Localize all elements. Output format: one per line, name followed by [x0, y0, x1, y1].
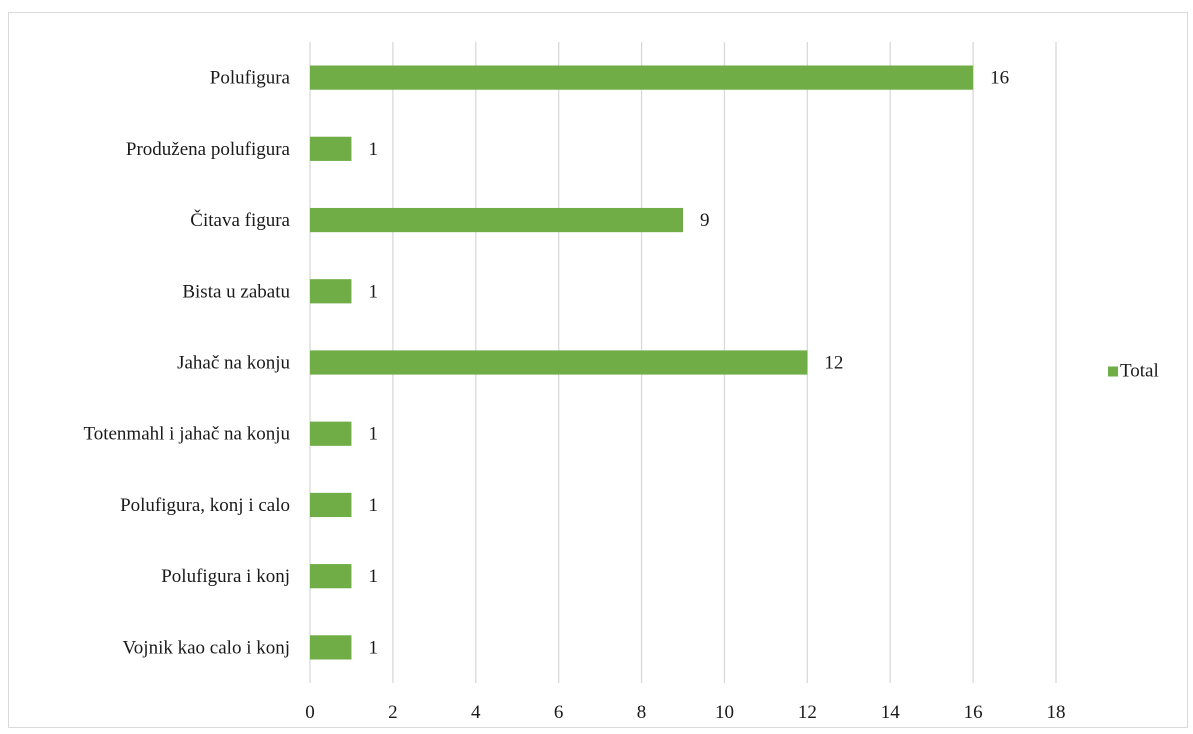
- legend-label: Total: [1120, 361, 1159, 382]
- x-tick-label: 4: [471, 702, 481, 723]
- bar: [310, 279, 352, 304]
- category-label: Bista u zabatu: [182, 281, 290, 302]
- bar: [310, 492, 352, 518]
- x-tick-label: 6: [554, 702, 564, 723]
- data-label: 1: [368, 495, 378, 516]
- category-label: Vojnik kao calo i konj: [123, 637, 290, 658]
- x-tick-label: 8: [637, 702, 647, 723]
- bar: [310, 564, 352, 589]
- x-tick-label: 10: [715, 702, 734, 723]
- data-label: 16: [990, 68, 1009, 89]
- x-tick-label: 12: [798, 702, 817, 723]
- bar: [310, 350, 808, 375]
- legend-swatch: [1108, 366, 1118, 377]
- bars: [310, 65, 974, 660]
- x-tick-label: 16: [964, 702, 983, 723]
- data-label: 1: [368, 566, 378, 587]
- category-label: Jahač na konju: [177, 353, 290, 374]
- data-label: 9: [700, 210, 710, 231]
- x-tick-label: 18: [1047, 702, 1066, 723]
- bar: [310, 207, 683, 233]
- labels: 0 2 4 6 8 10 12 14 16 18 Polufigura 16 Produžena pol…: [83, 68, 1065, 723]
- data-label: 1: [368, 281, 378, 302]
- bar: [310, 421, 352, 446]
- x-tick-label: 2: [388, 702, 398, 723]
- x-tick-label: 0: [305, 702, 315, 723]
- data-label: 1: [368, 139, 378, 160]
- category-label: Polufigura: [210, 68, 291, 89]
- x-tick-label: 14: [881, 702, 901, 723]
- bar: [310, 136, 352, 161]
- category-label: Totenmahl i jahač na konju: [83, 424, 290, 445]
- category-label: Produžena polufigura: [126, 139, 291, 160]
- data-label: 1: [368, 424, 378, 445]
- category-label: Polufigura, konj i calo: [120, 495, 290, 516]
- category-label: Polufigura i konj: [161, 566, 290, 587]
- bar: [310, 635, 352, 660]
- category-label: Čitava figura: [190, 209, 290, 231]
- bar: [310, 65, 974, 90]
- data-label: 1: [368, 637, 378, 658]
- legend: Total: [1108, 361, 1159, 382]
- data-label: 12: [824, 353, 843, 374]
